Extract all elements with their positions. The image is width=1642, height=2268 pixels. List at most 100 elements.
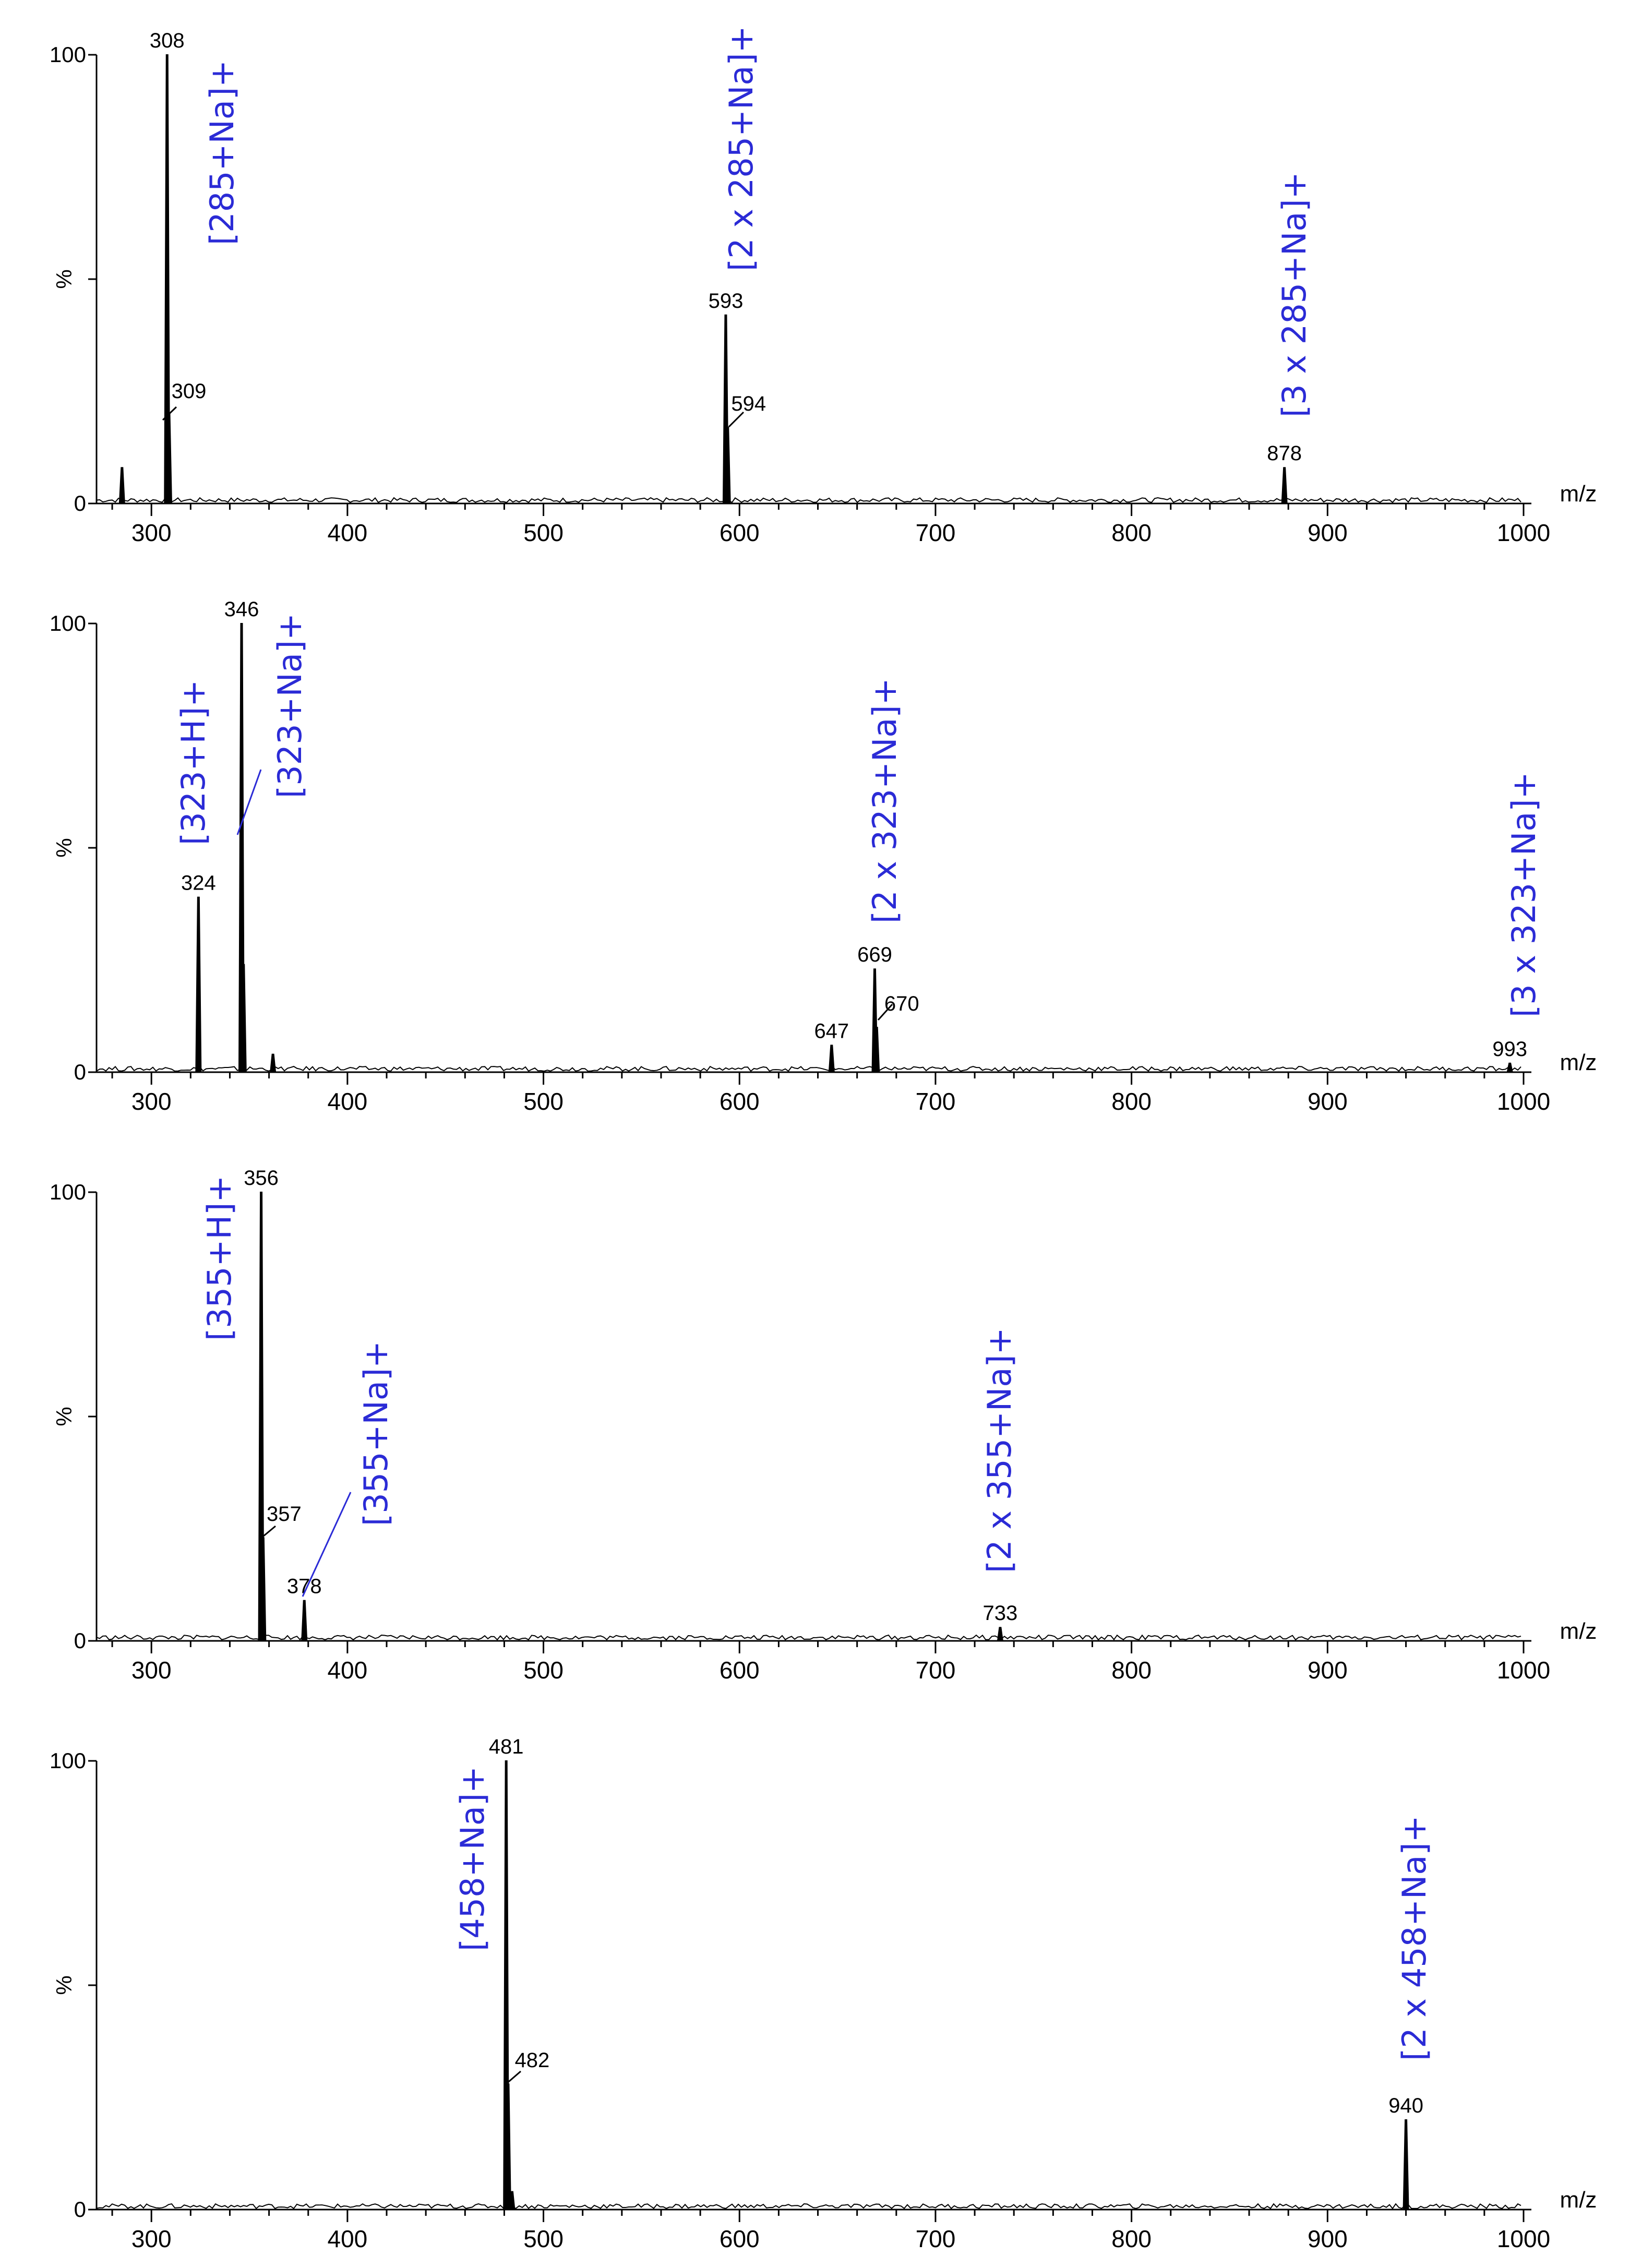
x-tick-label: 500 <box>523 1657 564 1684</box>
x-tick-label: 1000 <box>1497 1657 1550 1684</box>
peak-993 <box>1506 1062 1513 1073</box>
ion-annotation: [285+Na]+ <box>203 60 241 245</box>
x-tick-label: 600 <box>720 519 760 546</box>
ion-annotation: [355+H]+ <box>200 1175 238 1341</box>
x-tick-label: 400 <box>328 519 368 546</box>
peak-label-733: 733 <box>983 1602 1018 1625</box>
x-tick-label: 800 <box>1111 1088 1152 1115</box>
y-axis-label: % <box>52 1975 76 1995</box>
peak-label-647: 647 <box>814 1019 849 1042</box>
baseline-noise <box>96 1065 1521 1072</box>
leader-line <box>877 1003 893 1021</box>
baseline-noise <box>96 1634 1521 1641</box>
peak-label-481: 481 <box>489 1735 524 1758</box>
peak-label-324: 324 <box>181 872 216 895</box>
peak-878 <box>1281 467 1288 504</box>
x-tick-label: 300 <box>131 2225 172 2252</box>
peak-label-356: 356 <box>244 1167 279 1190</box>
y-axis-label: % <box>52 838 76 857</box>
peak-label-593: 593 <box>709 290 744 313</box>
ion-annotation: [2 x 458+Na]+ <box>1395 1815 1433 2061</box>
peak-324 <box>195 896 202 1073</box>
x-tick-label: 800 <box>1111 519 1152 546</box>
x-tick-label: 900 <box>1308 2225 1348 2252</box>
peak-357 <box>260 1537 267 1641</box>
leader-line <box>162 406 177 421</box>
peak-940 <box>1403 2119 1409 2210</box>
x-tick-label: 800 <box>1111 1657 1152 1684</box>
x-tick-label: 800 <box>1111 2225 1152 2252</box>
y-axis-label: % <box>52 1407 76 1426</box>
spectrum-panel-2: 0% 100 300 400 500 600 700 800 900 1000 m/z 324 346 6… <box>50 598 1597 1115</box>
x-tick-label: 400 <box>328 2225 368 2252</box>
x-axis-label: m/z <box>1560 1618 1597 1644</box>
y-tick-label: 100 <box>50 1180 86 1204</box>
x-axis-label: m/z <box>1560 2187 1597 2213</box>
y-tick-label: 0 <box>74 491 86 515</box>
y-axis-label: % <box>52 269 76 289</box>
ion-annotation: [323+Na]+ <box>271 613 309 798</box>
peak-647 <box>828 1045 835 1073</box>
peak-733 <box>997 1627 1004 1641</box>
x-tick-label: 300 <box>131 519 172 546</box>
x-tick-label: 600 <box>720 2225 760 2252</box>
ion-annotation: [458+Na]+ <box>453 1766 492 1951</box>
x-tick-label: 600 <box>720 1657 760 1684</box>
peak-label-940: 940 <box>1388 2094 1423 2117</box>
baseline-noise <box>96 497 1521 503</box>
x-tick-label: 900 <box>1308 519 1348 546</box>
x-tick-label: 700 <box>916 1088 956 1115</box>
peak-670 <box>873 1027 880 1073</box>
peak-378 <box>301 1600 308 1641</box>
peak-484 <box>509 2191 516 2210</box>
spectrum-panel-4: 0% 100 300 400 500 600 700 800 900 1000 m/z 481 482 9… <box>50 1735 1597 2252</box>
x-tick-label: 500 <box>523 2225 564 2252</box>
y-tick-label: 100 <box>50 1748 86 1773</box>
peak-label-993: 993 <box>1492 1038 1527 1061</box>
peak-label-878: 878 <box>1267 442 1302 465</box>
leader-line <box>302 1492 352 1597</box>
ion-annotation: [3 x 323+Na]+ <box>1505 772 1543 1017</box>
ion-annotation: [3 x 285+Na]+ <box>1275 172 1313 417</box>
y-tick-label: 100 <box>50 42 86 67</box>
ion-annotation: [2 x 355+Na]+ <box>980 1327 1018 1573</box>
x-tick-label: 1000 <box>1497 1088 1550 1115</box>
x-tick-label: 300 <box>131 1657 172 1684</box>
x-tick-label: 900 <box>1308 1088 1348 1115</box>
x-tick-label: 600 <box>720 1088 760 1115</box>
spectrum-panel-1: 0% 100 300 400 500 600 700 800 900 1000 m/z 308 309 5… <box>50 26 1597 546</box>
x-tick-label: 900 <box>1308 1657 1348 1684</box>
peak-label-308: 308 <box>150 29 185 52</box>
x-tick-label: 1000 <box>1497 519 1550 546</box>
peak-label-357: 357 <box>267 1503 302 1526</box>
ion-annotation: [323+H]+ <box>174 680 212 845</box>
x-tick-label: 700 <box>916 1657 956 1684</box>
peak-label-670: 670 <box>884 992 919 1015</box>
x-tick-label: 700 <box>916 2225 956 2252</box>
ion-annotation: [2 x 323+Na]+ <box>866 678 904 923</box>
peak-label-594: 594 <box>731 392 766 415</box>
x-tick-label: 500 <box>523 519 564 546</box>
x-tick-label: 400 <box>328 1088 368 1115</box>
x-tick-label: 300 <box>131 1088 172 1115</box>
baseline-noise <box>96 2203 1521 2210</box>
y-tick-label: 0 <box>74 1628 86 1653</box>
peak-285 <box>118 467 125 504</box>
peak-label-482: 482 <box>515 2049 550 2072</box>
peak-594 <box>724 426 731 504</box>
leader-line <box>728 411 745 428</box>
x-axis-label: m/z <box>1560 481 1597 507</box>
x-tick-label: 400 <box>328 1657 368 1684</box>
x-axis-label: m/z <box>1560 1050 1597 1075</box>
x-tick-label: 1000 <box>1497 2225 1550 2252</box>
peak-347 <box>240 964 247 1073</box>
leader-line <box>259 1525 276 1540</box>
leader-line <box>236 769 262 835</box>
leader-line <box>505 2070 521 2085</box>
y-tick-label: 0 <box>74 2197 86 2222</box>
peak-label-309: 309 <box>172 380 207 403</box>
x-tick-label: 700 <box>916 519 956 546</box>
ion-annotation: [2 x 285+Na]+ <box>722 26 760 271</box>
